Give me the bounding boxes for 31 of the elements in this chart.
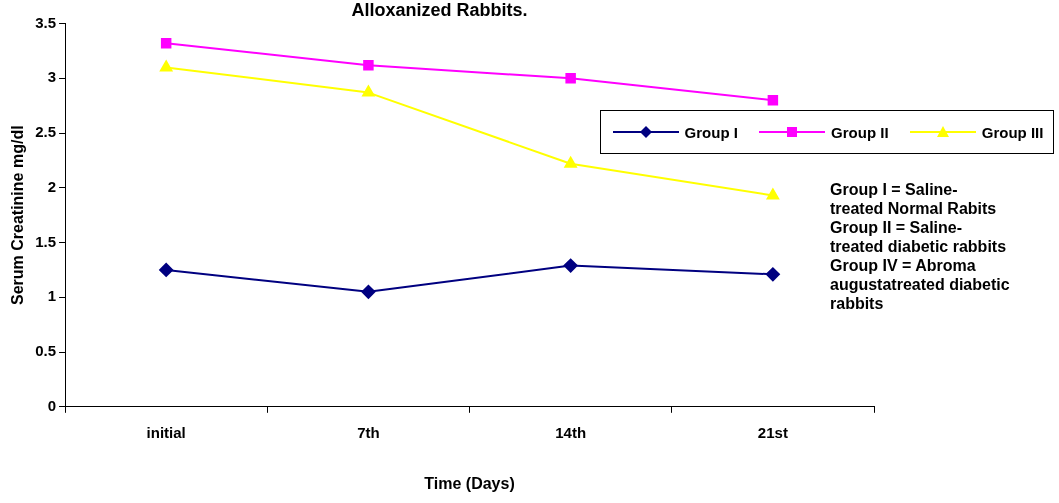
point [765,267,780,282]
point [160,38,172,49]
y-tick-label: 0 [47,396,57,414]
y-axis-title: Serum Creatinine mg/dl [9,125,27,305]
point [159,262,174,277]
point [363,59,374,71]
point [563,258,578,273]
x-tick-label: 21st [757,423,788,441]
legend-label: Group III [981,123,1044,141]
y-tick-label: 0.5 [35,342,57,360]
point [361,284,376,299]
x-tick-label: 14th [555,423,587,441]
x-tick-label: initial [146,423,186,441]
x-axis-title: Time (Days) [424,474,515,492]
annotation: Group I = Saline-treated Normal Rabits Group II = Saline-treated diabetic rabbits Group IV = Abroma augustatreated diabetic rabbits [830,180,1010,313]
point [564,156,577,168]
y-tick-label: 3.5 [35,13,57,31]
legend-label: Group I [684,123,738,141]
y-tick-label: 1.5 [35,232,57,250]
point [767,95,779,106]
y-tick-label: 2 [47,177,57,195]
point [565,73,576,84]
y-tick-label: 3 [47,68,57,86]
chart-title: Alloxanized Rabbits. [351,0,528,20]
point [159,60,173,72]
legend-label: Group II [831,123,889,141]
point [362,85,375,97]
y-tick-label: 2.5 [35,123,57,141]
y-tick-label: 1 [47,287,57,305]
x-tick-label: 7th [357,423,380,441]
point [766,188,780,200]
